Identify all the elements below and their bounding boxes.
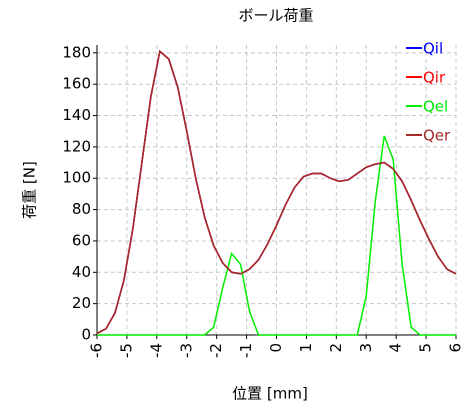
x-tick-label: 4 bbox=[387, 343, 405, 353]
legend-label: Qer bbox=[423, 127, 451, 145]
y-tick-label: 20 bbox=[72, 294, 91, 312]
x-tick-label: -1 bbox=[237, 343, 255, 358]
y-tick-label: 100 bbox=[62, 169, 91, 187]
y-tick-label: 60 bbox=[72, 231, 91, 249]
y-tick-label: 80 bbox=[72, 200, 91, 218]
y-tick-label: 180 bbox=[62, 43, 91, 61]
x-tick-label: 0 bbox=[267, 343, 285, 353]
x-tick-label: -3 bbox=[177, 343, 195, 358]
x-tick-label: 1 bbox=[297, 343, 315, 353]
y-tick-label: 160 bbox=[62, 75, 91, 93]
y-tick-label: 0 bbox=[81, 326, 91, 344]
legend-label: Qil bbox=[423, 40, 443, 58]
x-tick-label: -2 bbox=[207, 343, 225, 358]
x-tick-label: 6 bbox=[447, 343, 465, 353]
x-tick-label: 5 bbox=[417, 343, 435, 353]
legend-label: Qir bbox=[423, 69, 446, 87]
x-tick-label: -4 bbox=[147, 343, 165, 358]
x-tick-label: 2 bbox=[327, 343, 345, 353]
x-tick-label: 3 bbox=[357, 343, 375, 353]
chart-title: ボール荷重 bbox=[238, 7, 313, 25]
series-line bbox=[97, 135, 456, 336]
y-tick-label: 40 bbox=[72, 263, 91, 281]
x-tick-label: -6 bbox=[88, 343, 106, 358]
legend-label: Qel bbox=[423, 98, 448, 116]
x-axis-label: 位置 [mm] bbox=[232, 385, 308, 403]
y-axis-label: 荷重 [N] bbox=[21, 161, 39, 219]
x-tick-label: -5 bbox=[117, 343, 135, 358]
y-tick-label: 120 bbox=[62, 137, 91, 155]
series-line bbox=[96, 49, 457, 335]
y-tick-label: 140 bbox=[62, 106, 91, 124]
